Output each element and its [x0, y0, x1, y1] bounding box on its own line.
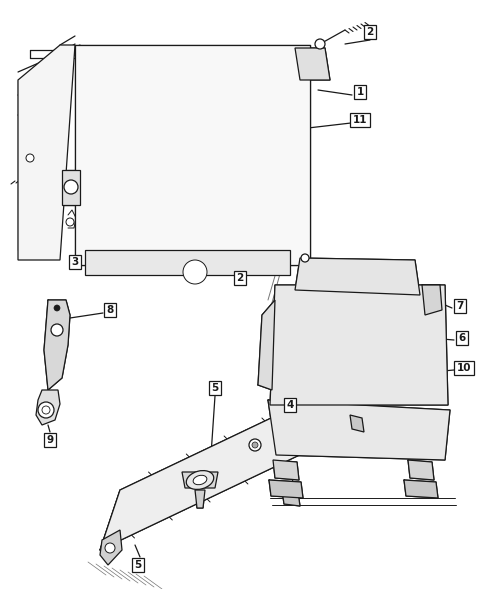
Polygon shape	[403, 480, 437, 498]
Text: 2: 2	[365, 27, 373, 37]
Polygon shape	[407, 460, 433, 480]
Ellipse shape	[186, 471, 213, 489]
Circle shape	[248, 439, 260, 451]
Text: 4: 4	[286, 400, 293, 410]
Polygon shape	[36, 390, 60, 425]
Circle shape	[182, 260, 207, 284]
Polygon shape	[44, 300, 70, 390]
Circle shape	[54, 305, 60, 311]
Polygon shape	[100, 390, 329, 550]
Polygon shape	[281, 490, 300, 506]
Polygon shape	[100, 530, 122, 565]
Text: 8: 8	[106, 305, 113, 315]
Circle shape	[314, 39, 324, 49]
Circle shape	[64, 180, 78, 194]
Polygon shape	[62, 170, 80, 205]
Polygon shape	[75, 45, 309, 265]
Text: 3: 3	[71, 257, 78, 267]
Text: 7: 7	[455, 301, 463, 311]
Polygon shape	[269, 480, 302, 498]
Circle shape	[105, 543, 115, 553]
Polygon shape	[182, 472, 217, 488]
Text: 6: 6	[457, 333, 465, 343]
Circle shape	[252, 442, 257, 448]
Circle shape	[66, 218, 74, 226]
Circle shape	[301, 254, 308, 262]
Text: 11: 11	[352, 115, 366, 125]
Circle shape	[38, 402, 54, 418]
Text: 10: 10	[456, 363, 470, 373]
Text: 5: 5	[134, 560, 141, 570]
Polygon shape	[257, 300, 274, 390]
Polygon shape	[421, 285, 441, 315]
Polygon shape	[195, 490, 205, 508]
Circle shape	[51, 324, 63, 336]
Polygon shape	[272, 460, 298, 480]
Polygon shape	[270, 285, 447, 405]
Ellipse shape	[193, 475, 207, 485]
Text: 9: 9	[46, 435, 53, 445]
Text: 5: 5	[211, 383, 218, 393]
Polygon shape	[85, 250, 289, 275]
Circle shape	[26, 154, 34, 162]
Polygon shape	[268, 400, 449, 460]
Text: 1: 1	[356, 87, 363, 97]
Polygon shape	[294, 258, 419, 295]
Polygon shape	[18, 45, 75, 260]
Polygon shape	[294, 48, 329, 80]
Polygon shape	[349, 415, 363, 432]
Text: 2: 2	[236, 273, 243, 283]
